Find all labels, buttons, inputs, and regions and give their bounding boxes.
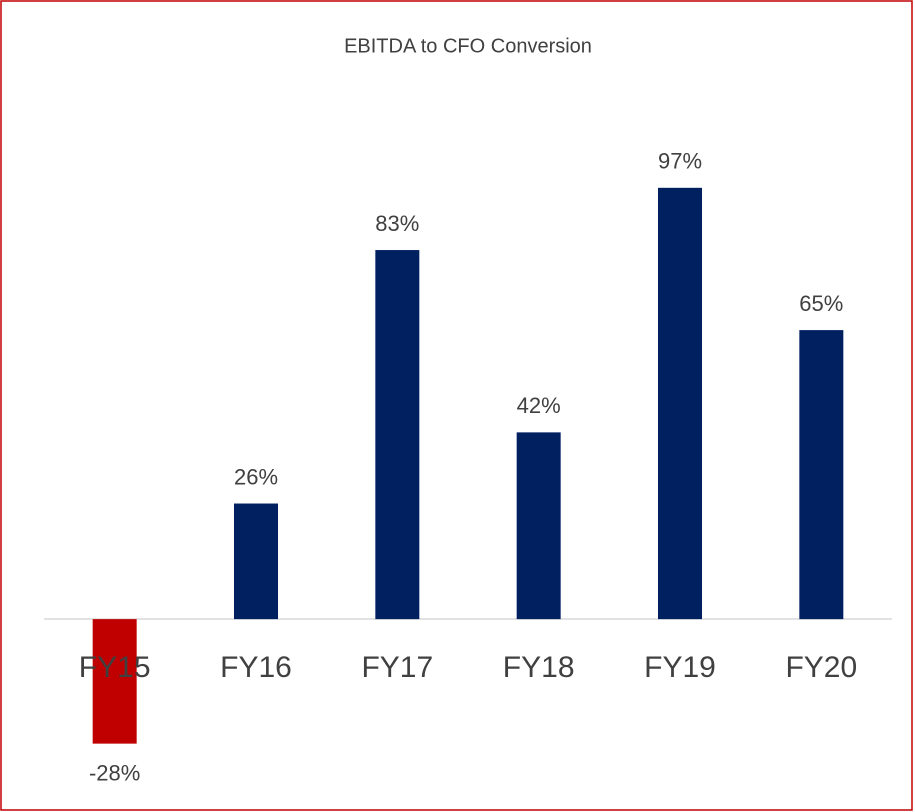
data-label: 83% bbox=[375, 211, 419, 236]
x-tick-label: FY15 bbox=[79, 651, 151, 684]
x-tick-label: FY20 bbox=[785, 651, 857, 684]
bar bbox=[92, 619, 137, 744]
data-label: 65% bbox=[799, 291, 843, 316]
bar bbox=[234, 503, 278, 620]
data-label: 42% bbox=[517, 393, 561, 418]
x-tick-label: FY19 bbox=[644, 651, 716, 684]
bar bbox=[375, 250, 420, 620]
data-label: 97% bbox=[658, 149, 702, 174]
bars bbox=[92, 187, 844, 744]
x-tick-label: FY18 bbox=[503, 651, 575, 684]
bar bbox=[799, 330, 844, 620]
data-label: 26% bbox=[234, 464, 278, 489]
data-label: -28% bbox=[89, 760, 140, 785]
bar bbox=[658, 187, 702, 620]
x-tick-label: FY16 bbox=[220, 651, 292, 684]
chart-title: EBITDA to CFO Conversion bbox=[344, 35, 592, 57]
labels: -28% FY15 26% FY16 83% FY17 42% FY18 97% FY19 65% F… bbox=[79, 149, 857, 786]
bar bbox=[516, 432, 561, 620]
x-tick-label: FY17 bbox=[361, 651, 433, 684]
